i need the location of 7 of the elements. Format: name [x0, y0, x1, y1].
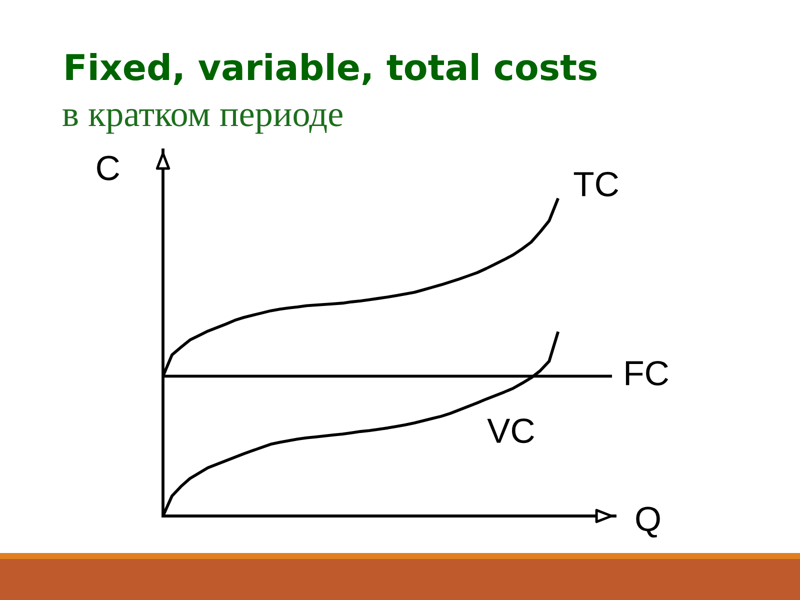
series-label: FC: [626, 360, 668, 386]
x-axis-title: Q: [636, 506, 660, 538]
chart-subtitle: в кратком периоде: [62, 108, 342, 134]
y-axis-title: C: [97, 156, 120, 180]
series-label: TC: [574, 172, 618, 196]
series-label: VC: [487, 418, 534, 444]
chart-title: Fixed, variable, total costs: [66, 52, 597, 86]
